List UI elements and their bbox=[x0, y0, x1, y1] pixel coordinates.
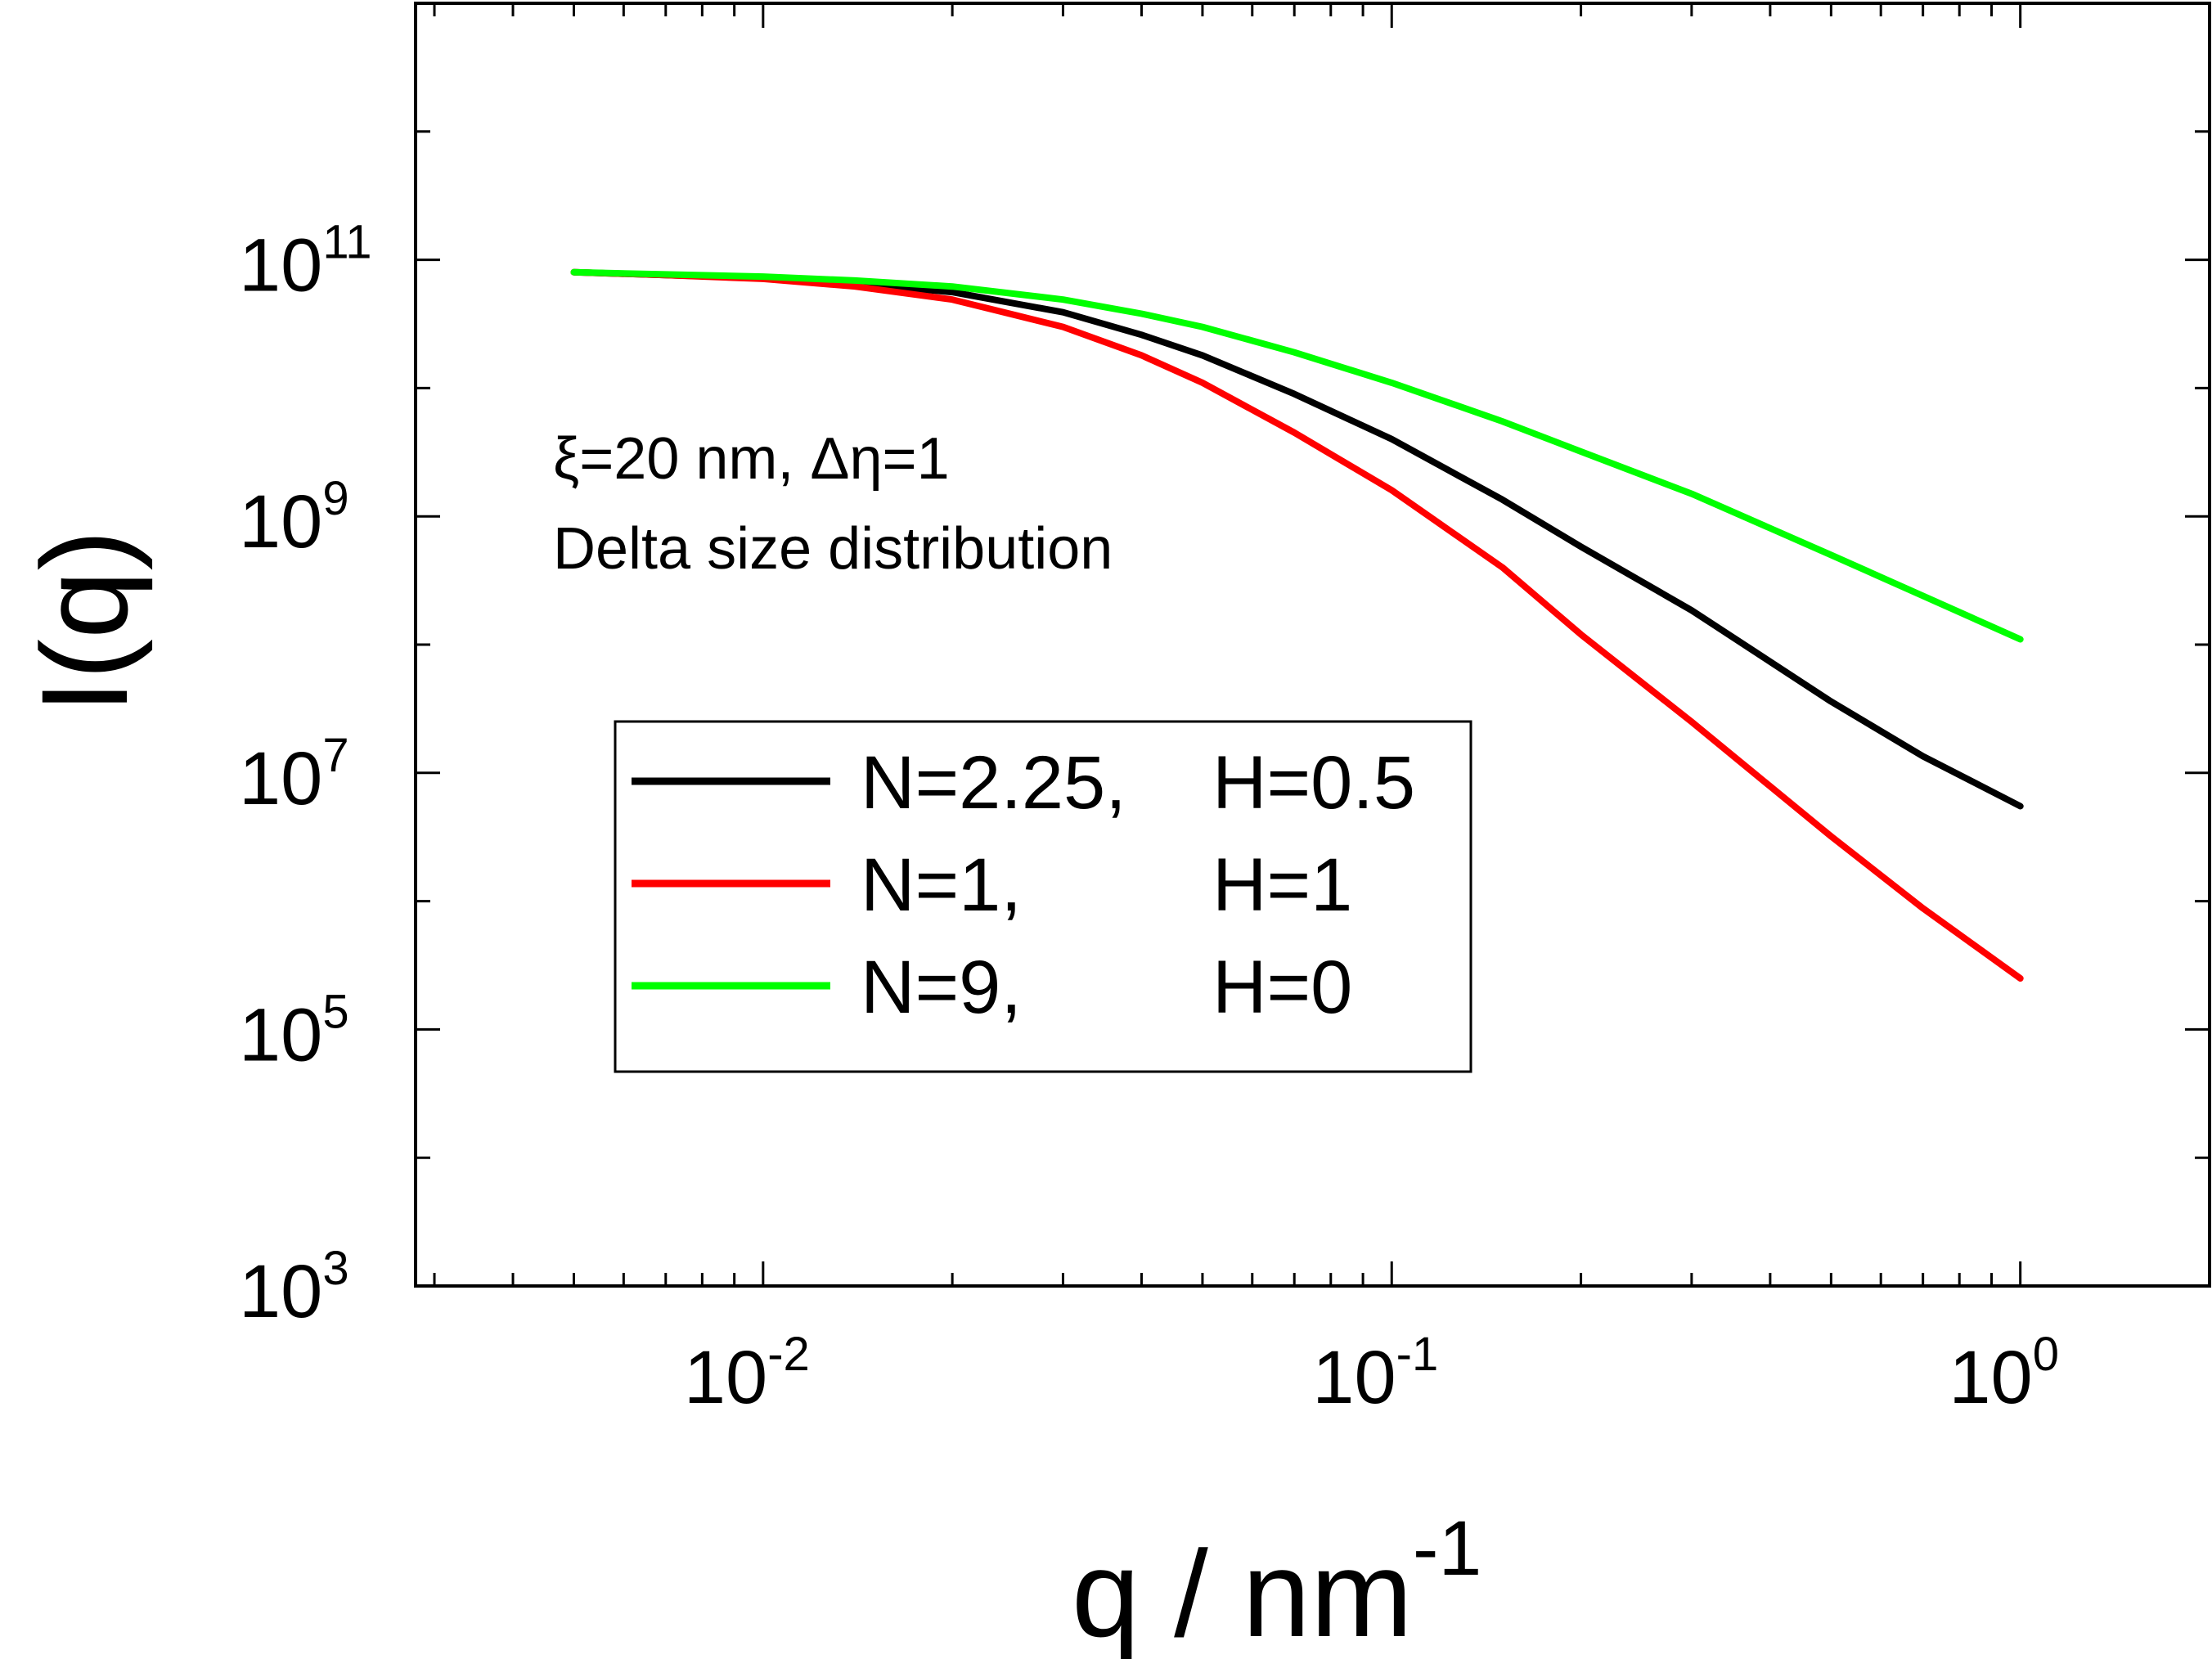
legend-items: N=2.25, H=0.5 N=1, H=1 N=9, H=0 bbox=[632, 741, 1415, 1029]
annotation-parameters: ξ=20 nm, Δη=1 bbox=[553, 426, 950, 492]
legend: N=2.25, H=0.5 N=1, H=1 N=9, H=0 bbox=[614, 720, 1472, 1073]
y-tick-label: 105 bbox=[239, 985, 349, 1077]
legend-label-1-h: H=0.5 bbox=[1212, 741, 1415, 825]
y-tick-label: 109 bbox=[239, 472, 349, 564]
axis-tick-labels: 10-2 10-1 100 103 105 107 109 1011 bbox=[239, 216, 2059, 1419]
plot-area bbox=[414, 2, 2211, 1288]
y-tick-label: 1011 bbox=[239, 216, 372, 308]
annotation-distribution: Delta size distribution bbox=[553, 516, 1113, 582]
x-tick-label: 10-1 bbox=[1312, 1328, 1438, 1419]
x-tick-label: 10-2 bbox=[684, 1328, 810, 1419]
series-line-3 bbox=[570, 268, 2024, 643]
y-tick-label: 103 bbox=[239, 1242, 349, 1333]
axis-ticks bbox=[416, 2, 2211, 1288]
series-lines bbox=[570, 268, 2024, 982]
x-tick-label: 100 bbox=[1949, 1328, 2059, 1419]
series-line-2 bbox=[570, 268, 2024, 982]
legend-label-2-n: N=1, bbox=[861, 843, 1022, 927]
legend-label-1-n: N=2.25, bbox=[861, 741, 1126, 825]
legend-label-3-h: H=0 bbox=[1212, 946, 1352, 1029]
legend-label-3-n: N=9, bbox=[861, 946, 1022, 1029]
x-axis-title-exponent: -1 bbox=[1413, 1505, 1481, 1592]
legend-label-2-h: H=1 bbox=[1212, 843, 1352, 927]
x-axis-title: q / nm-1 bbox=[1072, 1505, 1481, 1659]
y-axis-title: I(q) bbox=[16, 530, 153, 714]
plot-frame bbox=[414, 2, 2211, 1288]
y-tick-label: 107 bbox=[239, 729, 349, 821]
